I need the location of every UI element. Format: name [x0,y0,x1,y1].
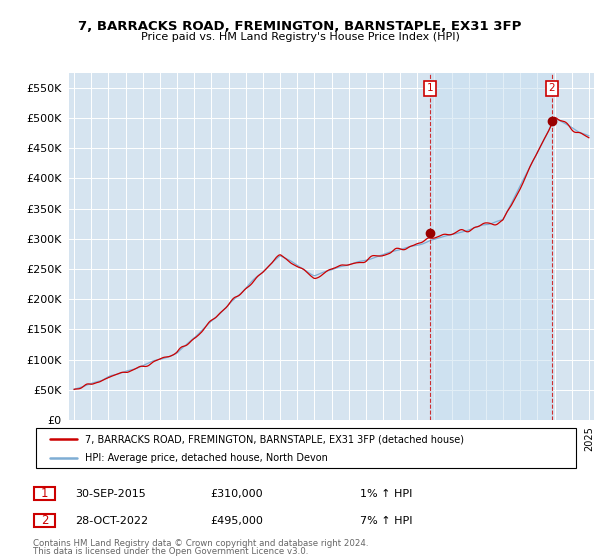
Text: 30-SEP-2015: 30-SEP-2015 [75,489,146,499]
Text: 2: 2 [41,514,48,528]
Text: 7% ↑ HPI: 7% ↑ HPI [360,516,413,526]
Text: 7, BARRACKS ROAD, FREMINGTON, BARNSTAPLE, EX31 3FP (detached house): 7, BARRACKS ROAD, FREMINGTON, BARNSTAPLE… [85,435,464,445]
Text: 1: 1 [41,487,48,501]
Text: Price paid vs. HM Land Registry's House Price Index (HPI): Price paid vs. HM Land Registry's House … [140,32,460,43]
Text: £495,000: £495,000 [210,516,263,526]
Text: 2: 2 [548,83,555,93]
Bar [430,73,551,420]
Text: 7, BARRACKS ROAD, FREMINGTON, BARNSTAPLE, EX31 3FP: 7, BARRACKS ROAD, FREMINGTON, BARNSTAPLE… [79,20,521,32]
Text: 1: 1 [427,83,433,93]
Text: Contains HM Land Registry data © Crown copyright and database right 2024.: Contains HM Land Registry data © Crown c… [33,539,368,548]
Text: This data is licensed under the Open Government Licence v3.0.: This data is licensed under the Open Gov… [33,547,308,556]
Text: 1% ↑ HPI: 1% ↑ HPI [360,489,412,499]
Text: HPI: Average price, detached house, North Devon: HPI: Average price, detached house, Nort… [85,453,328,463]
Text: 28-OCT-2022: 28-OCT-2022 [75,516,148,526]
Text: £310,000: £310,000 [210,489,263,499]
